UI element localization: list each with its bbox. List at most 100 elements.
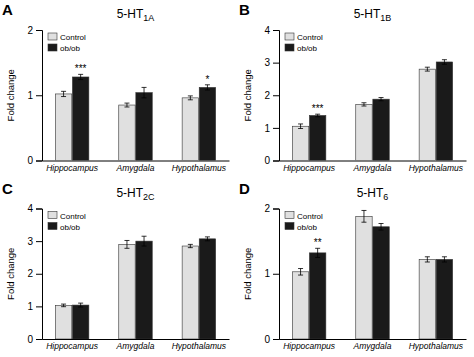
x-tick-label: Amygdala <box>116 163 155 173</box>
y-tick-mark <box>36 95 42 96</box>
title: 5-HT6 <box>357 186 389 202</box>
y-tick: 4 <box>264 25 279 36</box>
legend-swatch <box>285 33 294 40</box>
significance-label: *** <box>75 63 87 74</box>
legend-item: Control <box>285 212 323 221</box>
y-tick-label: 2 <box>27 268 33 279</box>
bar <box>72 77 88 161</box>
error-bar <box>442 60 447 65</box>
legend-swatch <box>48 33 57 40</box>
legend-swatch <box>285 44 294 51</box>
title-subscript: 2C <box>143 192 155 202</box>
panel: 01234HippocampusAmygdalaHypothalamus5-HT… <box>2 180 230 352</box>
bar <box>119 244 135 339</box>
x-tick: Hippocampus <box>46 341 99 351</box>
y-axis: 012 <box>27 25 42 167</box>
x-axis-line <box>280 339 467 340</box>
x-axis-line <box>43 161 230 162</box>
error-bar <box>61 304 66 307</box>
panel-label: B <box>239 1 250 18</box>
x-tick-label: Hypothalamus <box>172 163 227 173</box>
y-tick-label: 0 <box>27 155 33 166</box>
bar <box>373 99 389 160</box>
x-tick: Hippocampus <box>283 341 336 351</box>
y-tick: 0 <box>27 155 42 166</box>
error-bar <box>205 237 210 241</box>
y-tick-label: 3 <box>27 236 33 247</box>
panel: 012HippocampusAmygdalaHypothalamus****5-… <box>2 1 230 173</box>
y-tick-label: 1 <box>27 301 33 312</box>
bar <box>182 246 198 339</box>
legend-swatch <box>48 44 57 51</box>
y-tick-mark <box>273 95 279 96</box>
y-axis: 01234 <box>27 203 42 345</box>
x-tick: Hypothalamus <box>409 163 464 173</box>
x-tick-label: Hypothalamus <box>409 341 464 351</box>
x-tick-label: Hypothalamus <box>409 163 464 173</box>
y-tick-mark <box>36 209 42 210</box>
bar <box>119 105 135 160</box>
x-tick: Amygdala <box>353 341 392 351</box>
bar <box>292 126 308 160</box>
y-axis-title: Fold change <box>5 248 16 300</box>
bar <box>419 259 435 339</box>
x-tick-label: Hippocampus <box>283 341 336 351</box>
error-bar <box>78 303 83 307</box>
y-tick-label: 1 <box>264 268 270 279</box>
significance-label: * <box>205 74 209 85</box>
legend: Control ob/ob <box>285 212 323 232</box>
error-bar <box>361 210 366 222</box>
bar <box>199 87 215 160</box>
error-bar <box>205 85 210 90</box>
title-subscript: 1A <box>143 13 154 23</box>
title: 5-HT2C <box>116 186 155 202</box>
x-tick: Hypothalamus <box>172 163 227 173</box>
x-tick-label: Hippocampus <box>46 163 99 173</box>
y-tick-mark <box>36 241 42 242</box>
legend-label: ob/ob <box>297 223 318 232</box>
y-tick-mark <box>36 339 42 340</box>
error-bar <box>124 240 129 248</box>
legend-item: Control <box>48 212 86 221</box>
y-axis: 01234 <box>264 25 279 167</box>
legend-swatch <box>48 223 57 230</box>
bar <box>356 104 372 160</box>
title: 5-HT1B <box>354 7 392 23</box>
error-bar <box>315 114 320 117</box>
y-tick-label: 0 <box>264 155 270 166</box>
x-tick-label: Amygdala <box>116 341 155 351</box>
legend-item: ob/ob <box>285 44 318 53</box>
plot-area <box>292 60 452 161</box>
plot-area <box>292 210 452 339</box>
significance-label: *** <box>312 103 324 114</box>
error-bar <box>142 236 147 246</box>
bar <box>72 305 88 339</box>
bar <box>199 239 215 339</box>
panel-label: C <box>2 180 13 197</box>
legend-item: ob/ob <box>285 223 318 232</box>
y-axis-line <box>36 31 43 162</box>
y-tick-label: 4 <box>27 203 33 214</box>
x-axis-line <box>43 339 230 340</box>
y-tick: 3 <box>27 236 42 247</box>
legend-item: Control <box>285 33 323 42</box>
y-tick-mark <box>273 274 279 275</box>
error-bar <box>361 103 366 106</box>
y-tick-mark <box>36 306 42 307</box>
error-bar <box>188 244 193 247</box>
bar <box>436 259 452 339</box>
bar <box>373 227 389 339</box>
y-tick: 3 <box>264 57 279 68</box>
legend-label: Control <box>60 33 86 42</box>
error-bar <box>78 74 83 79</box>
chart: 012HippocampusAmygdalaHypothalamus****5-… <box>0 0 474 357</box>
bar <box>356 216 372 339</box>
x-tick: Amygdala <box>116 341 155 351</box>
y-axis-title: Fold change <box>242 248 253 300</box>
title: 5-HT1A <box>117 7 155 23</box>
error-bar <box>61 91 66 96</box>
y-tick-mark <box>273 209 279 210</box>
bar <box>55 94 71 161</box>
x-tick: Amygdala <box>116 163 155 173</box>
y-tick-mark <box>273 30 279 31</box>
